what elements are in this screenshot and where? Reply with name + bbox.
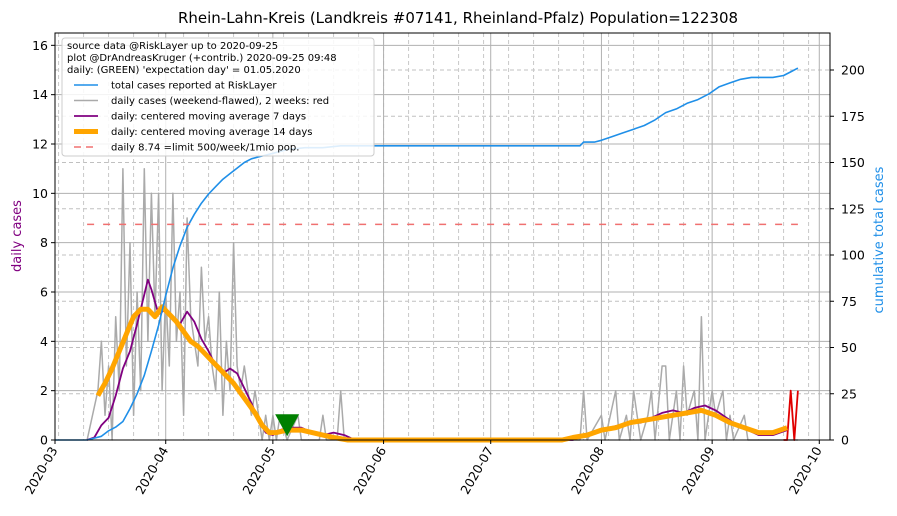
marker-layer xyxy=(275,414,300,437)
legend-label: daily 8.74 =limit 500/week/1mio pop. xyxy=(111,143,299,154)
y-tick-label-right: 25 xyxy=(841,386,857,401)
x-tick-label: 2020-09 xyxy=(679,444,718,497)
y-tick-label-left: 2 xyxy=(40,383,48,398)
y-tick-label-left: 4 xyxy=(40,334,48,349)
legend-label: daily: centered moving average 14 days xyxy=(111,127,312,138)
y-tick-label-left: 16 xyxy=(32,38,48,53)
x-tick-label: 2020-10 xyxy=(786,444,825,497)
legend-header-line: source data @RiskLayer up to 2020-09-25 xyxy=(67,41,278,52)
legend-label: total cases reported at RiskLayer xyxy=(111,81,277,92)
y-tick-label-left: 10 xyxy=(32,186,48,201)
y-tick-label-right: 150 xyxy=(841,155,865,170)
y-tick-label-right: 175 xyxy=(841,109,865,124)
y-tick-label-right: 0 xyxy=(841,433,849,448)
y-tick-label-left: 8 xyxy=(40,235,48,250)
x-tick-label: 2020-04 xyxy=(132,444,171,497)
y-tick-label-right: 75 xyxy=(841,294,857,309)
x-tick-label: 2020-03 xyxy=(21,444,60,497)
x-tick-label: 2020-07 xyxy=(457,444,496,497)
y-tick-label-right: 125 xyxy=(841,201,865,216)
legend-entries: total cases reported at RiskLayer daily c… xyxy=(74,81,329,154)
y-tick-label-left: 12 xyxy=(32,137,48,152)
y-tick-label-left: 14 xyxy=(32,87,48,102)
expectation-day-marker xyxy=(275,414,300,437)
legend-box xyxy=(61,37,375,157)
legend-header-line: plot @DrAndreasKruger (+contrib.) 2020-0… xyxy=(67,53,337,64)
y-tick-label-right: 200 xyxy=(841,63,865,78)
plot-frame xyxy=(54,32,831,441)
legend-label: daily: centered moving average 7 days xyxy=(111,112,306,123)
legend-header-line: daily: (GREEN) 'expectation day' = 01.05… xyxy=(67,65,301,76)
right-axis: 0 25 50 75 100 125 150 175 200 xyxy=(830,63,865,448)
left-axis: 0 2 4 6 8 10 12 14 16 xyxy=(32,38,55,448)
y-axis-label-right: cumulative total cases xyxy=(872,166,887,313)
y-tick-label-right: 50 xyxy=(841,340,857,355)
legend: source data @RiskLayer up to 2020-09-25 … xyxy=(61,37,375,157)
y-tick-label-right: 100 xyxy=(841,248,865,263)
series-line xyxy=(95,304,788,443)
series-line xyxy=(783,389,799,441)
chart-title: Rhein-Lahn-Kreis (Landkreis #07141, Rhei… xyxy=(178,9,738,27)
x-tick-label: 2020-05 xyxy=(239,444,278,497)
x-tick-label: 2020-08 xyxy=(568,444,607,497)
y-tick-label-left: 6 xyxy=(40,285,48,300)
y-axis-label-left: daily cases xyxy=(10,200,25,272)
x-tick-label: 2020-06 xyxy=(350,444,389,497)
legend-label: daily cases (weekend-flawed), 2 weeks: r… xyxy=(111,96,329,107)
series-line xyxy=(86,167,798,441)
y-tick-label-left: 0 xyxy=(40,433,48,448)
x-axis: 2020-03 2020-04 2020-05 2020-06 2020-07 2020-… xyxy=(21,440,825,497)
